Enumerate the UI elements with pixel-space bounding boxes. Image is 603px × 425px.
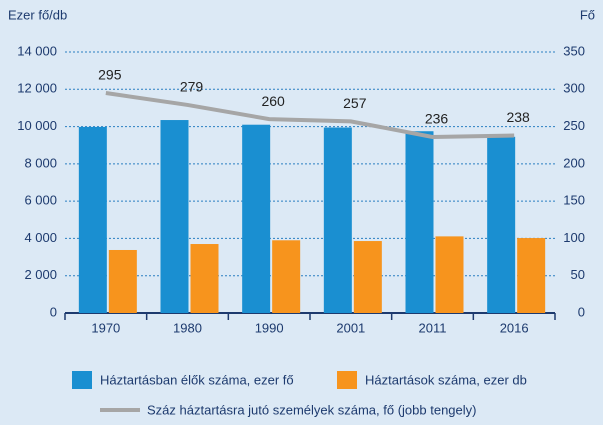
bar — [517, 238, 546, 313]
legend-swatch — [337, 371, 357, 389]
bar — [160, 120, 189, 314]
bar — [487, 136, 516, 313]
bar — [242, 124, 271, 313]
y2-tick-label: 200 — [563, 155, 585, 170]
data-label: 238 — [506, 109, 530, 125]
y2-tick-label: 0 — [578, 304, 585, 319]
y-tick-label: 8 000 — [24, 155, 57, 170]
x-tick-label: 1970 — [91, 320, 120, 335]
x-tick-label: 2001 — [336, 320, 365, 335]
legend-label: Száz háztartásra jutó személyek száma, f… — [147, 402, 476, 417]
data-label: 257 — [343, 95, 367, 111]
x-tick-label: 1990 — [255, 320, 284, 335]
bar — [435, 236, 464, 313]
bar — [323, 127, 352, 313]
data-label: 260 — [261, 93, 285, 109]
bar — [272, 240, 301, 313]
y2-tick-label: 250 — [563, 118, 585, 133]
line — [105, 91, 515, 140]
x-tick-label: 2016 — [500, 320, 529, 335]
legend-swatch — [72, 371, 92, 389]
bar — [405, 131, 434, 313]
legend-label: Háztartásban élők száma, ezer fő — [100, 372, 294, 387]
bar — [78, 126, 107, 314]
x-tick-label: 1980 — [173, 320, 202, 335]
y-axis-label: Ezer fő/db — [8, 7, 67, 22]
y2-axis-label: Fő — [580, 7, 595, 22]
y-tick-label: 10 000 — [17, 118, 57, 133]
data-label: 279 — [180, 79, 204, 95]
y2-tick-label: 150 — [563, 193, 585, 208]
legend-label: Háztartások száma, ezer db — [365, 372, 527, 387]
bar — [353, 241, 382, 313]
bar — [190, 244, 219, 313]
y2-tick-label: 100 — [563, 230, 585, 245]
data-label: 236 — [425, 111, 449, 127]
bar — [108, 249, 137, 313]
y2-tick-label: 50 — [571, 267, 585, 282]
data-label: 295 — [98, 67, 122, 83]
x-tick-label: 2011 — [419, 320, 447, 335]
y-tick-label: 6 000 — [24, 193, 57, 208]
y2-tick-label: 350 — [563, 43, 585, 58]
y-tick-label: 4 000 — [24, 230, 57, 245]
y-tick-label: 14 000 — [17, 43, 57, 58]
y2-tick-label: 300 — [563, 81, 585, 96]
y-tick-label: 2 000 — [24, 267, 57, 282]
y-tick-label: 12 000 — [17, 81, 57, 96]
y-tick-label: 0 — [50, 304, 57, 319]
